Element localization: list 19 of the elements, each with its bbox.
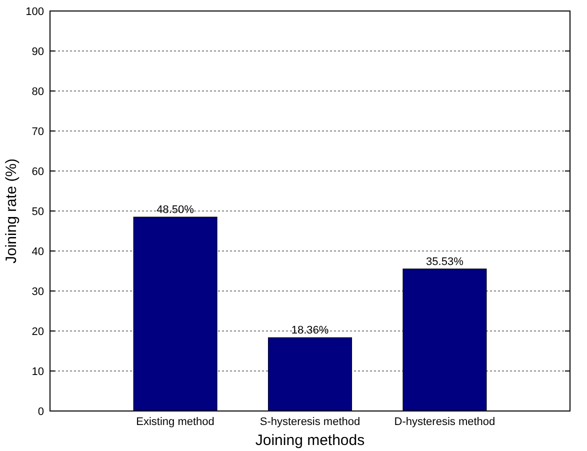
data-label: 35.53% — [426, 256, 464, 268]
y-axis-title: Joining rate (%) — [3, 158, 20, 264]
y-tick-label: 100 — [26, 6, 44, 18]
x-axis-title: Joining methods — [255, 432, 365, 449]
y-tick-label: 90 — [32, 46, 44, 58]
data-label: 48.50% — [156, 204, 194, 216]
y-tick-label: 10 — [32, 366, 44, 378]
y-tick-label: 40 — [32, 246, 44, 258]
data-label: 18.36% — [291, 324, 329, 337]
x-tick-label: D-hysteresis method — [394, 416, 496, 428]
y-tick-label: 0 — [38, 406, 44, 418]
y-tick-label: 60 — [32, 166, 44, 178]
y-tick-label: 20 — [32, 326, 44, 338]
y-tick-label: 50 — [32, 206, 44, 218]
x-tick-label: S-hysteresis method — [260, 416, 360, 428]
y-tick-label: 70 — [32, 126, 44, 138]
x-tick-label: Existing method — [136, 416, 214, 428]
y-tick-label: 80 — [32, 86, 44, 98]
y-tick-label: 30 — [32, 286, 44, 298]
